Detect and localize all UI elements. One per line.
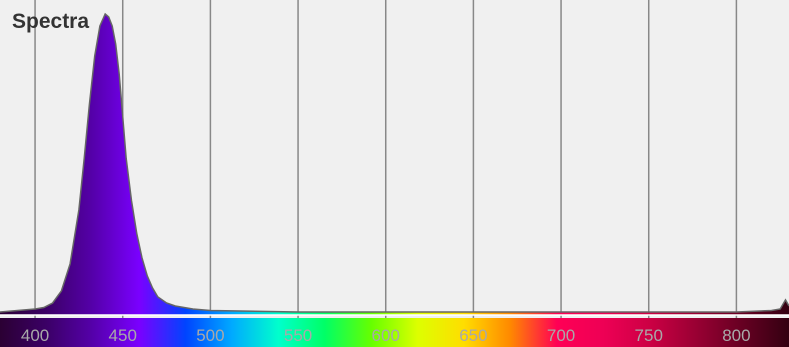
chart-title: Spectra xyxy=(12,10,89,33)
x-tick-label: 800 xyxy=(722,326,750,345)
x-tick-label: 450 xyxy=(109,326,137,345)
x-tick-label: 400 xyxy=(21,326,49,345)
x-tick-label: 700 xyxy=(547,326,575,345)
area-outline xyxy=(0,12,789,313)
x-tick-label: 550 xyxy=(284,326,312,345)
x-tick-label: 650 xyxy=(459,326,487,345)
x-tick-label: 750 xyxy=(635,326,663,345)
tick-labels: 400 450 500 550 600 650 700 750 800 xyxy=(21,326,751,345)
x-tick-label: 600 xyxy=(372,326,400,345)
spectrum-bar xyxy=(0,318,789,347)
x-tick-label: 500 xyxy=(196,326,224,345)
